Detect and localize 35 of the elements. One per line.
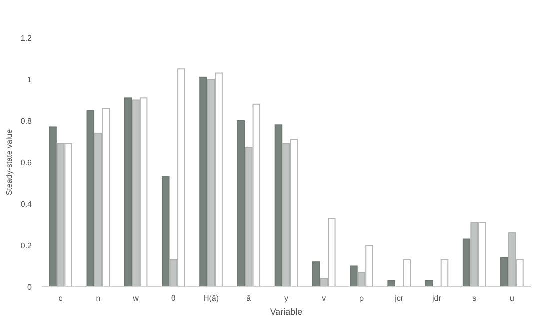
bar [350, 266, 358, 288]
y-tick-label: 0 [28, 282, 33, 292]
bar [237, 120, 245, 288]
bar [49, 126, 57, 288]
x-axis-title: Variable [270, 307, 303, 317]
bar [312, 262, 320, 288]
x-tick-label: jdr [432, 294, 442, 303]
bar [124, 98, 132, 288]
y-tick-label: 0.6 [20, 158, 33, 168]
y-tick-label: 1 [28, 75, 33, 84]
bar [440, 260, 449, 288]
x-tick-label: y [284, 294, 288, 303]
bar [462, 238, 471, 288]
x-tick-label: θ [171, 294, 176, 303]
x-tick-label: ā [246, 294, 252, 303]
y-tick-label: 0.4 [20, 200, 33, 209]
x-tick-label: v [322, 294, 326, 303]
y-axis-title: Steady-state value [5, 128, 14, 196]
x-tick-label: n [96, 294, 101, 303]
bar [500, 257, 508, 288]
bar [200, 76, 208, 288]
x-tick-label: s [472, 294, 477, 303]
bar [403, 260, 412, 288]
x-tick-label: jcr [394, 294, 404, 303]
bar [86, 110, 95, 288]
bar [274, 124, 283, 288]
x-tick-label: H(ā) [203, 294, 220, 303]
y-tick-label: 1.2 [20, 34, 33, 43]
y-tick-label: 0.8 [20, 116, 33, 126]
x-tick-label: w [132, 294, 140, 303]
x-tick-label: c [58, 294, 63, 303]
x-tick-label: u [510, 294, 514, 303]
bar [162, 176, 170, 288]
x-tick-label: ρ [359, 294, 364, 303]
y-tick-label: 0.2 [20, 241, 33, 250]
